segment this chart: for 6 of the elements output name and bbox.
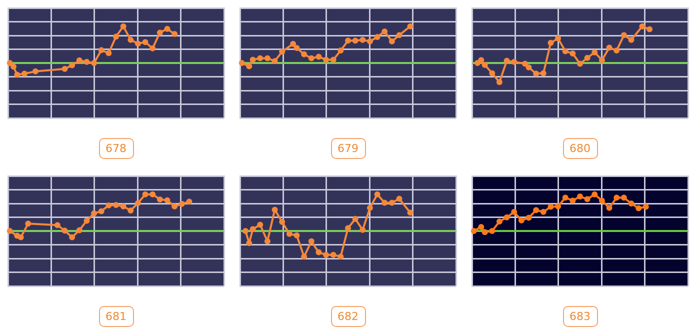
text: 681 (98, 306, 134, 326)
text: 683 (562, 306, 598, 326)
text: 680 (562, 138, 598, 159)
text: 679 (330, 138, 366, 159)
text: 682 (330, 306, 366, 326)
text: 678 (98, 138, 134, 159)
